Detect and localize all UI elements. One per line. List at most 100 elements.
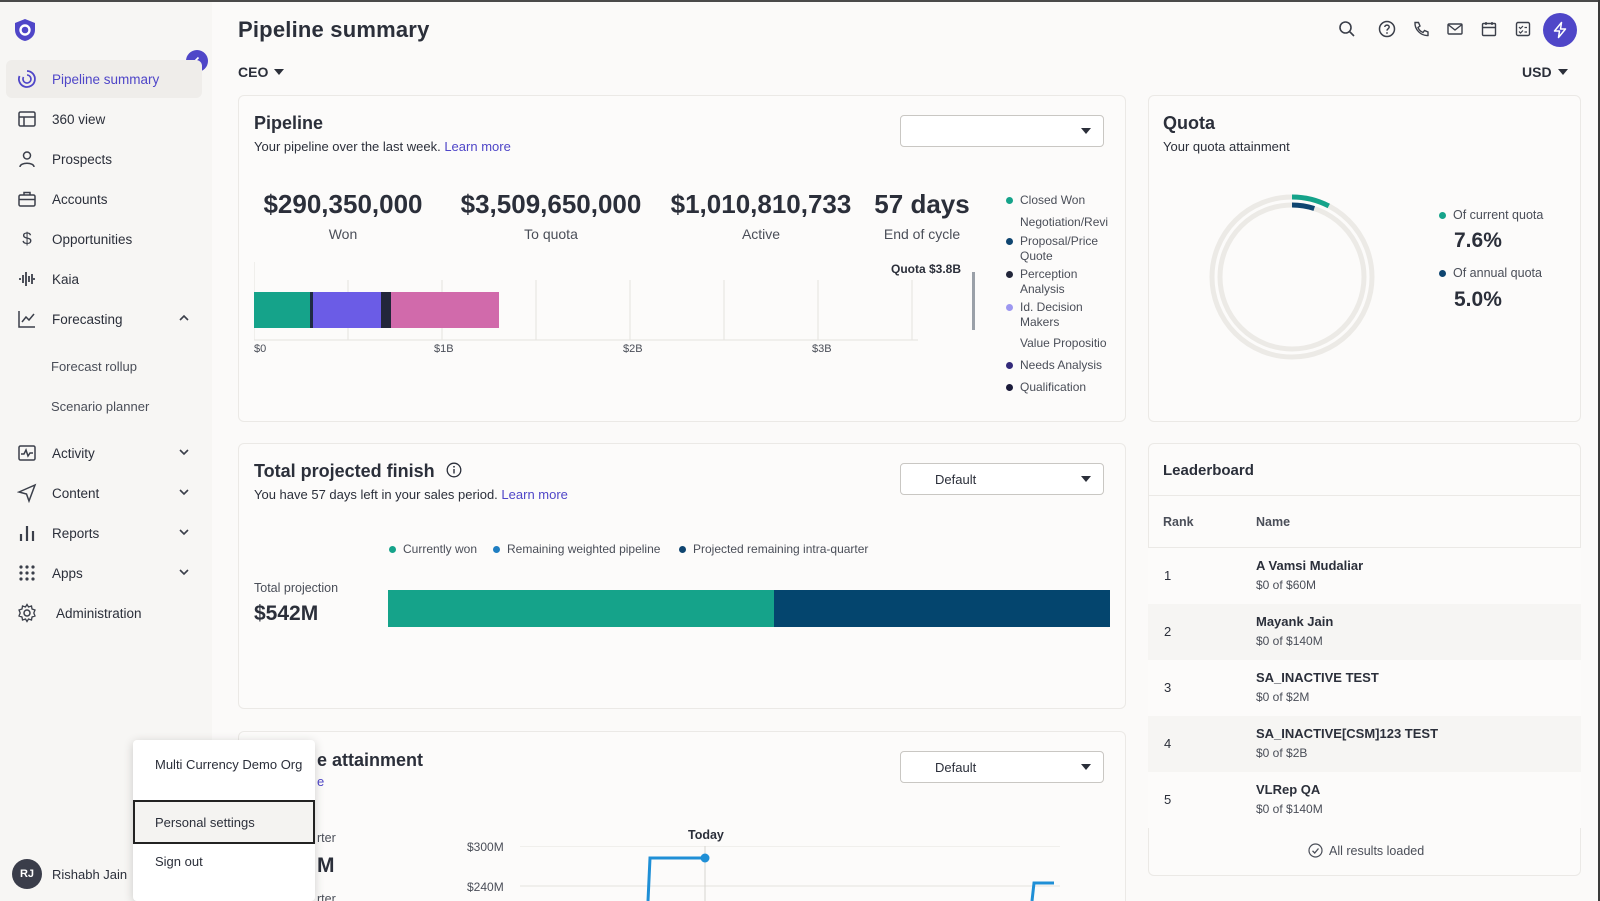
sidebar-subitem-scenario-planner[interactable]: Scenario planner	[51, 399, 150, 414]
sidebar-item-apps[interactable]: Apps	[6, 554, 202, 592]
projected-bar-currently-won[interactable]	[388, 590, 775, 627]
trend-chart-icon	[16, 308, 38, 330]
rep-name: SA_INACTIVE TEST	[1256, 670, 1379, 685]
rep-quota: $0 of $2M	[1256, 690, 1310, 704]
pipeline-icon	[16, 68, 38, 90]
role-selector[interactable]: CEO	[238, 64, 285, 80]
chevron-down-icon[interactable]	[178, 525, 190, 543]
legend-dot	[679, 546, 686, 553]
bar-qualification[interactable]	[391, 292, 499, 328]
bar-value-proposition[interactable]	[313, 292, 381, 328]
help-icon[interactable]	[1376, 18, 1398, 40]
grid-icon	[16, 562, 38, 584]
search-icon[interactable]	[1336, 18, 1358, 40]
sidebar-item-pipeline-summary[interactable]: Pipeline summary	[6, 60, 202, 98]
table-row[interactable]: 2 Mayank Jain $0 of $140M	[1148, 604, 1581, 660]
pipeline-filter-select[interactable]	[900, 115, 1104, 147]
personal-settings-menu-item[interactable]: Personal settings	[133, 800, 315, 844]
attainment-series-line-2[interactable]	[1030, 881, 1054, 901]
today-point[interactable]	[700, 853, 710, 863]
quota-title: Quota	[1163, 113, 1215, 133]
chevron-up-icon[interactable]	[178, 311, 190, 329]
phone-icon[interactable]	[1410, 18, 1432, 40]
sidebar-item-activity[interactable]: Activity	[6, 434, 202, 472]
org-name[interactable]: Multi Currency Demo Org	[155, 757, 303, 772]
legend-dot	[1006, 384, 1013, 391]
sidebar-item-prospects[interactable]: Prospects	[6, 140, 202, 178]
chevron-down-icon[interactable]	[178, 485, 190, 503]
briefcase-icon	[16, 188, 38, 210]
role-label: CEO	[238, 64, 269, 80]
rank: 1	[1164, 568, 1172, 583]
sidebar-item-content[interactable]: Content	[6, 474, 202, 512]
task-list-icon[interactable]	[1512, 18, 1534, 40]
sidebar-item-label: 360 view	[52, 111, 106, 127]
chevron-down-icon[interactable]	[178, 445, 190, 463]
caret-down-icon	[1081, 764, 1091, 770]
legend-label: Of annual quota	[1453, 266, 1542, 280]
quota-current-arc[interactable]	[1209, 194, 1375, 360]
projected-learn-more-link[interactable]: Learn more	[501, 487, 568, 502]
legend-item: Perception Analysis	[1006, 267, 1110, 297]
sidebar-item-label: Reports	[52, 525, 100, 541]
attainment-chart	[520, 846, 1060, 901]
attainment-select[interactable]: Default	[900, 751, 1104, 783]
attainment-label-partial: rter	[317, 892, 336, 901]
user-menu-trigger[interactable]: RJ Rishabh Jain	[12, 859, 127, 889]
chevron-down-icon[interactable]	[178, 565, 190, 583]
sidebar-item-kaia[interactable]: Kaia	[6, 260, 202, 298]
bar-perception-analysis[interactable]	[310, 292, 313, 328]
sidebar-subitem-forecast-rollup[interactable]: Forecast rollup	[51, 359, 137, 374]
quota-subtitle: Your quota attainment	[1163, 139, 1290, 154]
pipeline-subtitle-text: Your pipeline over the last week.	[254, 139, 441, 154]
divider	[1148, 547, 1581, 548]
legend-dot	[493, 546, 500, 553]
axis-tick: $1B	[434, 343, 454, 355]
projected-bar-projected-remaining[interactable]	[774, 590, 1110, 627]
currency-selector[interactable]: USD	[1522, 64, 1568, 80]
check-circle-icon	[1308, 843, 1323, 858]
legend-item: Qualification	[1006, 380, 1110, 395]
pipeline-bar-chart	[254, 262, 975, 341]
sidebar-item-accounts[interactable]: Accounts	[6, 180, 202, 218]
sidebar-item-administration[interactable]: Administration	[6, 594, 202, 632]
table-row[interactable]: 5 VLRep QA $0 of $140M	[1148, 772, 1581, 828]
quota-annual-legend: Of annual quota	[1439, 266, 1542, 281]
metric-value: $290,350,000	[263, 189, 423, 219]
leaderboard-title: Leaderboard	[1163, 462, 1254, 479]
info-icon[interactable]	[446, 462, 462, 483]
sidebar-item-forecasting[interactable]: Forecasting	[6, 300, 202, 338]
projected-select[interactable]: Default	[900, 463, 1104, 495]
sign-out-menu-item[interactable]: Sign out	[155, 854, 203, 869]
bar-needs-analysis[interactable]	[381, 292, 391, 328]
table-row[interactable]: 3 SA_INACTIVE TEST $0 of $2M	[1148, 660, 1581, 716]
pipeline-subtitle: Your pipeline over the last week. Learn …	[254, 139, 511, 154]
legend-label: Negotiation/Revi	[1020, 215, 1109, 229]
legend-item: Negotiation/Revi	[1020, 215, 1110, 230]
bar-closed-won[interactable]	[254, 292, 310, 328]
quota-donut	[1209, 194, 1375, 360]
projected-bar	[388, 590, 1110, 627]
attainment-series-line[interactable]	[646, 856, 705, 901]
table-row[interactable]: 4 SA_INACTIVE[CSM]123 TEST $0 of $2B	[1148, 716, 1581, 772]
sidebar-item-360-view[interactable]: 360 view	[6, 100, 202, 138]
app-logo-icon[interactable]	[13, 18, 37, 42]
sidebar-item-opportunities[interactable]: $ Opportunities	[6, 220, 202, 258]
axis-tick: $2B	[623, 343, 643, 355]
leaderboard-footer: All results loaded	[1308, 843, 1424, 858]
metric-label: Active	[741, 226, 781, 242]
axis-tick: $0	[254, 343, 267, 355]
legend-dot	[1006, 304, 1013, 311]
mail-icon[interactable]	[1444, 18, 1466, 40]
sidebar-item-reports[interactable]: Reports	[6, 514, 202, 552]
calendar-icon[interactable]	[1478, 18, 1500, 40]
lightning-bolt-button[interactable]	[1543, 13, 1577, 47]
attainment-value-partial: M	[317, 854, 335, 877]
pipeline-learn-more-link[interactable]: Learn more	[444, 139, 511, 154]
table-row[interactable]: 1 A Vamsi Mudaliar $0 of $60M	[1148, 548, 1581, 604]
quota-annual-arc[interactable]	[1217, 202, 1367, 352]
metric-label: To quota	[524, 226, 578, 242]
sidebar-item-label: Kaia	[52, 271, 80, 287]
attainment-link[interactable]: e	[317, 774, 325, 789]
currency-label: USD	[1522, 64, 1552, 80]
